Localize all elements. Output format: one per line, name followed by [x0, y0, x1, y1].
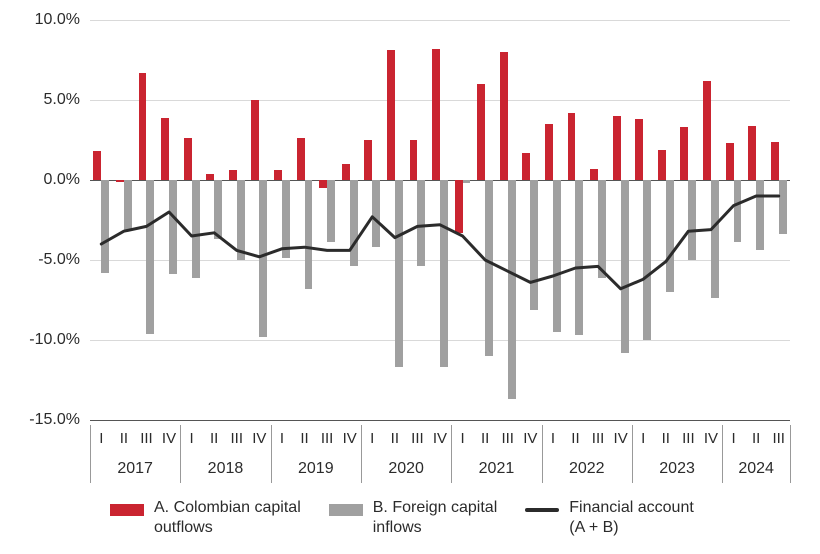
legend-text-line: (A + B)	[569, 518, 694, 538]
year-label: 2017	[90, 460, 180, 478]
legend-swatch	[110, 504, 144, 516]
quarter-label: I	[361, 430, 384, 447]
quarter-label: IV	[609, 430, 632, 447]
legend-item: Financial account(A + B)	[525, 498, 694, 538]
quarter-label: III	[677, 430, 700, 447]
quarter-label: II	[203, 430, 226, 447]
legend-text-line: outflows	[154, 518, 301, 538]
year-label: 2022	[542, 460, 632, 478]
y-tick-label: -15.0%	[20, 411, 80, 429]
plot-bottom-line	[90, 420, 790, 421]
quarter-label: II	[655, 430, 678, 447]
quarter-label: III	[587, 430, 610, 447]
legend-text-line: Financial account	[569, 498, 694, 518]
legend-item: B. Foreign capitalinflows	[329, 498, 498, 538]
y-tick-label: 0.0%	[20, 171, 80, 189]
quarter-label: IV	[429, 430, 452, 447]
quarter-label: IV	[700, 430, 723, 447]
quarter-label: IV	[519, 430, 542, 447]
quarter-label: I	[271, 430, 294, 447]
legend-text-line: B. Foreign capital	[373, 498, 498, 518]
quarter-label: I	[180, 430, 203, 447]
quarter-label: III	[135, 430, 158, 447]
quarter-label: III	[316, 430, 339, 447]
quarter-label: II	[113, 430, 136, 447]
legend-text: B. Foreign capitalinflows	[373, 498, 498, 538]
line-series	[90, 20, 790, 420]
y-tick-label: -10.0%	[20, 331, 80, 349]
quarter-label: IV	[158, 430, 181, 447]
y-tick-label: -5.0%	[20, 251, 80, 269]
year-separator	[790, 425, 791, 483]
quarter-label: I	[90, 430, 113, 447]
year-label: 2020	[361, 460, 451, 478]
legend-item: A. Colombian capitaloutflows	[110, 498, 301, 538]
legend-swatch	[525, 508, 559, 512]
quarter-label: I	[451, 430, 474, 447]
quarter-label: I	[722, 430, 745, 447]
quarter-label: IV	[338, 430, 361, 447]
quarter-label: II	[474, 430, 497, 447]
y-tick-label: 10.0%	[20, 11, 80, 29]
quarter-label: III	[406, 430, 429, 447]
y-tick-label: 5.0%	[20, 91, 80, 109]
year-label: 2023	[632, 460, 722, 478]
year-label: 2021	[451, 460, 541, 478]
quarter-label: I	[542, 430, 565, 447]
legend-text: Financial account(A + B)	[569, 498, 694, 538]
quarter-label: II	[564, 430, 587, 447]
legend-text: A. Colombian capitaloutflows	[154, 498, 301, 538]
quarter-label: II	[384, 430, 407, 447]
quarter-label: III	[225, 430, 248, 447]
year-label: 2018	[180, 460, 270, 478]
legend-text-line: A. Colombian capital	[154, 498, 301, 518]
quarter-label: I	[632, 430, 655, 447]
year-label: 2019	[271, 460, 361, 478]
quarter-label: III	[496, 430, 519, 447]
legend-text-line: inflows	[373, 518, 498, 538]
year-label: 2024	[722, 460, 790, 478]
quarter-label: II	[745, 430, 768, 447]
legend: A. Colombian capitaloutflows B. Foreign c…	[110, 498, 694, 538]
chart-container: -15.0%-10.0%-5.0%0.0%5.0%10.0%IIIIIIIVII…	[0, 0, 820, 554]
quarter-label: IV	[248, 430, 271, 447]
quarter-label: II	[293, 430, 316, 447]
plot-area: -15.0%-10.0%-5.0%0.0%5.0%10.0%IIIIIIIVII…	[90, 20, 790, 420]
quarter-label: III	[767, 430, 790, 447]
legend-swatch	[329, 504, 363, 516]
